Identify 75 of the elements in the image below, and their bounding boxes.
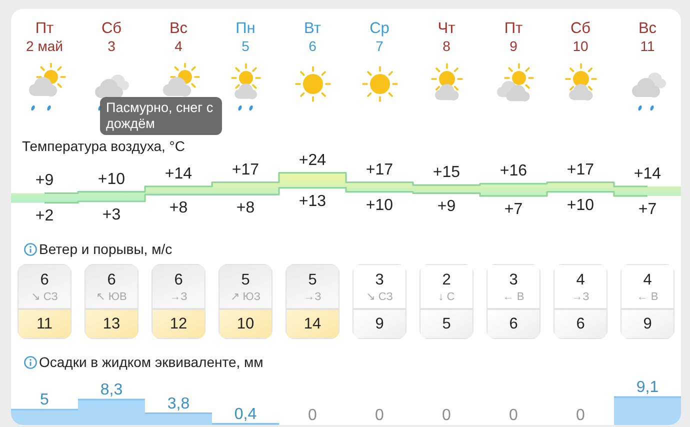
text: 6 [509, 316, 518, 332]
data-label: +14 [634, 165, 662, 182]
text: 4 [576, 272, 586, 288]
x-tick-label: Ср 7 [368, 20, 390, 54]
x-tick-label: Вс 11 [637, 20, 658, 54]
text: →З [572, 291, 590, 303]
data-label: +2 [35, 208, 54, 225]
x-tick-label: Сб 3 [100, 20, 123, 54]
x-tick-label: Пт 9 [503, 20, 524, 54]
data-label: +10 [98, 170, 126, 188]
data-label: +7 [504, 200, 523, 218]
text: 9 [375, 316, 384, 332]
data-label: +10 [566, 196, 594, 214]
data-label: 3,8 [167, 395, 190, 412]
text: ← В [636, 291, 658, 303]
text: 5 [241, 272, 250, 288]
text: ← В [502, 291, 524, 303]
data-label: 0 [442, 407, 452, 424]
text: 14 [304, 316, 322, 332]
data-label: +17 [566, 161, 594, 178]
data-label: +17 [366, 161, 394, 178]
text: 3 [375, 272, 384, 288]
chart-title: Температура воздуха, °C [22, 137, 185, 155]
text: 6 [174, 272, 183, 288]
text: 5 [308, 272, 317, 288]
text: ↖ ЮВ [96, 291, 127, 303]
data-label: 5 [40, 392, 50, 409]
text: 9 [643, 316, 652, 332]
text: 6 [576, 316, 585, 332]
text: 3 [509, 272, 518, 288]
data-label: 0 [375, 407, 384, 424]
bar [614, 397, 681, 425]
data-label: +13 [298, 192, 326, 210]
text: Пасмурно, снег с дождём [100, 97, 222, 135]
x-tick-label: Вт 6 [303, 20, 322, 54]
text: 11 [36, 316, 53, 332]
x-tick-label: Сб 10 [569, 20, 592, 54]
text: 4 [643, 272, 652, 288]
data-label: 9,1 [636, 379, 659, 396]
text: 5 [442, 316, 451, 332]
x-tick-label: Пн 5 [234, 20, 256, 54]
text: 6 [107, 272, 116, 288]
text: ↗ ЮЗ [230, 291, 261, 303]
data-label: +9 [35, 172, 54, 190]
text: 6 [40, 272, 49, 288]
x-tick-label: Вс 4 [168, 20, 189, 54]
data-label: 0 [509, 407, 518, 424]
data-label: +8 [236, 200, 255, 217]
data-label: 0,4 [234, 406, 257, 423]
text: →З [304, 291, 322, 303]
data-label: +16 [500, 162, 528, 180]
data-label: 8,3 [100, 381, 123, 398]
text: 2 [442, 272, 451, 288]
data-label: +8 [169, 200, 188, 217]
data-label: +3 [102, 206, 121, 224]
x-tick-label: Пт 2 май [25, 20, 64, 54]
text: Ветер и порывы, м/с [39, 240, 172, 258]
text: ↓ С [438, 291, 455, 303]
data-label: +17 [232, 161, 260, 178]
data-label: +24 [298, 152, 326, 169]
text: ↘ СЗ [31, 291, 58, 303]
text: 12 [170, 316, 188, 332]
data-label: +10 [366, 196, 394, 214]
data-label: +15 [432, 164, 460, 182]
text: ↘ СЗ [366, 291, 394, 303]
text: 10 [236, 316, 254, 332]
data-label: 0 [576, 407, 586, 424]
text: →З [170, 291, 188, 303]
data-label: +7 [638, 200, 657, 218]
data-label: 0 [308, 407, 318, 424]
data-label: +9 [437, 198, 456, 216]
x-tick-label: Чт 8 [436, 20, 456, 54]
text: 13 [102, 316, 120, 332]
chart-title: Осадки в жидком эквиваленте, мм [39, 353, 264, 371]
data-label: +14 [164, 165, 192, 182]
